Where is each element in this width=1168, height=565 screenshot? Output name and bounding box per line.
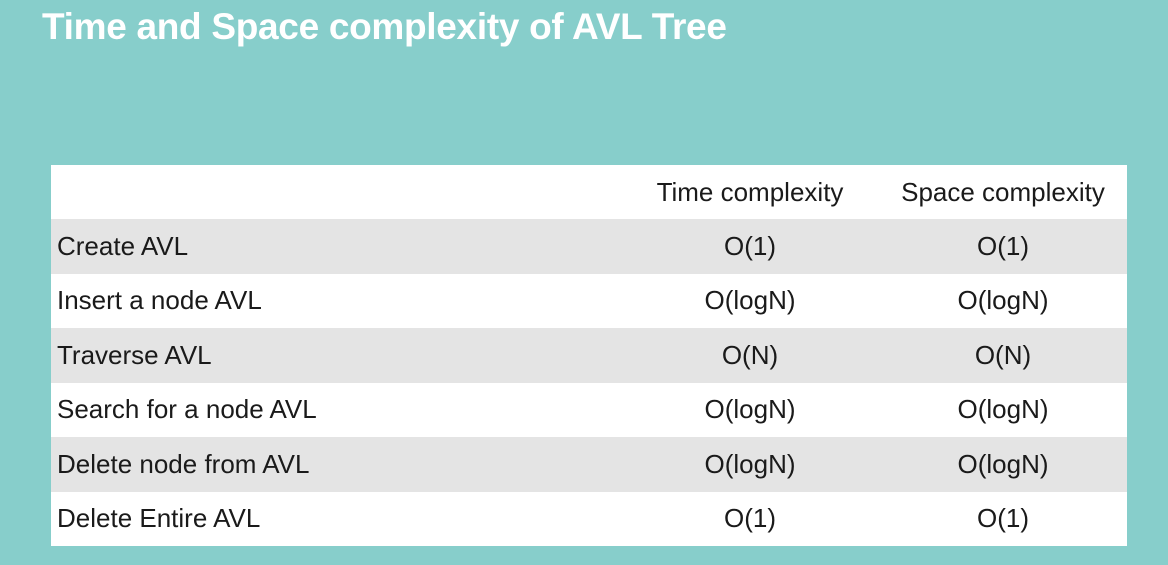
slide-title: Time and Space complexity of AVL Tree xyxy=(42,6,727,47)
table-row: Search for a node AVL O(logN) O(logN) xyxy=(51,382,1127,437)
time-complexity-cell: O(logN) xyxy=(621,382,879,437)
operation-cell: Insert a node AVL xyxy=(51,273,621,328)
table-row: Create AVL O(1) O(1) xyxy=(51,219,1127,274)
complexity-table: Time complexity Space complexity Create … xyxy=(51,165,1127,546)
space-complexity-cell: O(N) xyxy=(879,328,1127,383)
time-complexity-cell: O(N) xyxy=(621,328,879,383)
space-complexity-cell: O(logN) xyxy=(879,437,1127,492)
header-time-complexity: Time complexity xyxy=(621,165,879,219)
space-complexity-cell: O(logN) xyxy=(879,382,1127,437)
table-row: Delete node from AVL O(logN) O(logN) xyxy=(51,437,1127,492)
table-row: Insert a node AVL O(logN) O(logN) xyxy=(51,273,1127,328)
header-space-complexity: Space complexity xyxy=(879,165,1127,219)
operation-cell: Search for a node AVL xyxy=(51,382,621,437)
space-complexity-cell: O(1) xyxy=(879,219,1127,274)
operation-cell: Traverse AVL xyxy=(51,328,621,383)
table-row: Delete Entire AVL O(1) O(1) xyxy=(51,491,1127,546)
space-complexity-cell: O(logN) xyxy=(879,273,1127,328)
complexity-table-container: Time complexity Space complexity Create … xyxy=(51,165,1127,546)
time-complexity-cell: O(1) xyxy=(621,491,879,546)
time-complexity-cell: O(1) xyxy=(621,219,879,274)
operation-cell: Create AVL xyxy=(51,219,621,274)
operation-cell: Delete Entire AVL xyxy=(51,491,621,546)
operation-cell: Delete node from AVL xyxy=(51,437,621,492)
space-complexity-cell: O(1) xyxy=(879,491,1127,546)
header-operation xyxy=(51,165,621,219)
time-complexity-cell: O(logN) xyxy=(621,273,879,328)
table-row: Traverse AVL O(N) O(N) xyxy=(51,328,1127,383)
table-header-row: Time complexity Space complexity xyxy=(51,165,1127,219)
time-complexity-cell: O(logN) xyxy=(621,437,879,492)
